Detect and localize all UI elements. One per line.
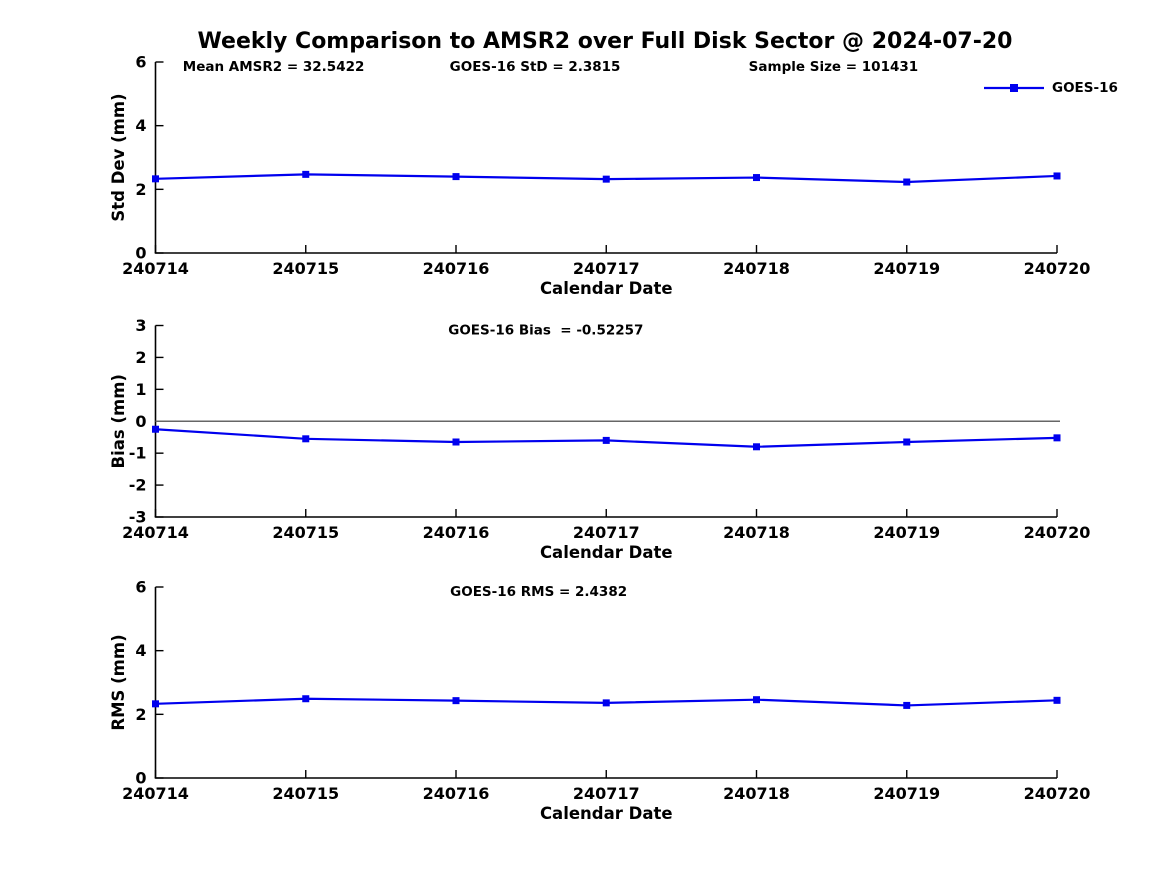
y-axis-label: RMS (mm) <box>109 634 128 730</box>
x-tick-label: 240716 <box>423 523 490 542</box>
data-point-marker <box>302 170 310 178</box>
y-tick-label: 6 <box>135 578 146 597</box>
x-tick-label: 240716 <box>423 259 490 278</box>
y-tick-label: 0 <box>135 412 146 431</box>
y-tick-label: 2 <box>135 180 146 199</box>
data-point-marker <box>1053 434 1061 442</box>
x-tick-label: 240719 <box>873 259 940 278</box>
x-tick-label: 240718 <box>723 259 790 278</box>
data-point-marker <box>602 436 610 444</box>
x-tick-label: 240715 <box>272 523 339 542</box>
x-tick-label: 240717 <box>573 784 640 803</box>
data-point-marker <box>452 438 460 446</box>
y-tick-label: -3 <box>129 508 147 527</box>
y-tick-label: -1 <box>129 444 147 463</box>
legend-marker <box>1010 84 1018 92</box>
stat-annotation: GOES-16 StD = 2.3815 <box>450 59 621 75</box>
data-point-marker <box>1053 696 1061 704</box>
data-point-marker <box>152 425 159 433</box>
stat-annotation: Mean AMSR2 = 32.5422 <box>183 59 365 75</box>
x-tick-label: 240719 <box>873 784 940 803</box>
y-tick-label: 3 <box>135 316 146 335</box>
subplot-bias: -3 -2 -1 0 1 2 3 240714 240715 240716 240717 240718… <box>109 316 1090 562</box>
data-point-marker <box>753 696 760 704</box>
x-tick-label: 240718 <box>723 523 790 542</box>
x-tick-label: 240714 <box>122 784 189 803</box>
subplot-rms: 0 2 4 6 240714 240715 240716 240717 240718 240719… <box>109 578 1090 824</box>
x-tick-label: 240720 <box>1024 784 1091 803</box>
x-tick-label: 240717 <box>573 259 640 278</box>
y-tick-label: 2 <box>135 348 146 367</box>
data-point-marker <box>753 443 760 451</box>
x-axis-label: Calendar Date <box>540 279 673 298</box>
data-point-marker <box>903 438 911 446</box>
y-tick-label: -2 <box>129 476 147 495</box>
y-tick-label: 6 <box>135 53 146 72</box>
x-axis-label: Calendar Date <box>540 543 673 562</box>
y-axis-label: Bias (mm) <box>109 374 128 468</box>
data-point-marker <box>302 695 310 703</box>
x-tick-label: 240718 <box>723 784 790 803</box>
y-tick-label: 4 <box>135 641 146 660</box>
x-tick-label: 240719 <box>873 523 940 542</box>
y-axis-label: Std Dev (mm) <box>109 93 128 221</box>
stat-annotation: Sample Size = 101431 <box>749 59 918 75</box>
y-tick-label: 1 <box>135 380 146 399</box>
data-point-marker <box>452 697 460 705</box>
y-tick-label: 4 <box>135 116 146 135</box>
x-tick-label: 240717 <box>573 523 640 542</box>
legend: GOES-16 <box>983 80 1118 96</box>
data-point-marker <box>903 701 911 709</box>
data-point-marker <box>452 173 460 181</box>
data-point-marker <box>903 178 911 186</box>
x-tick-label: 240714 <box>122 259 189 278</box>
y-tick-label: 0 <box>135 244 146 263</box>
y-tick-label: 0 <box>135 769 146 788</box>
x-tick-label: 240720 <box>1024 523 1091 542</box>
x-tick-label: 240720 <box>1024 259 1091 278</box>
data-point-marker <box>753 174 760 182</box>
data-point-marker <box>602 175 610 183</box>
data-point-marker <box>152 175 159 183</box>
stat-annotation: GOES-16 RMS = 2.4382 <box>450 584 627 600</box>
data-point-marker <box>602 699 610 707</box>
data-point-marker <box>152 700 159 708</box>
data-point-marker <box>302 435 310 443</box>
figure-title: Weekly Comparison to AMSR2 over Full Dis… <box>197 29 1013 54</box>
x-tick-label: 240716 <box>423 784 490 803</box>
legend-line-marker-icon <box>984 84 1044 92</box>
legend-label: GOES-16 <box>1052 80 1118 96</box>
x-tick-label: 240714 <box>122 523 189 542</box>
y-tick-label: 2 <box>135 705 146 724</box>
x-tick-label: 240715 <box>272 259 339 278</box>
x-tick-label: 240715 <box>272 784 339 803</box>
x-axis-label: Calendar Date <box>540 804 673 823</box>
stat-annotation: GOES-16 Bias = -0.52257 <box>448 323 643 339</box>
subplot-std-dev: 0 2 4 6 240714 240715 240716 240717 240718 240719… <box>109 53 1090 299</box>
data-point-marker <box>1053 172 1061 180</box>
